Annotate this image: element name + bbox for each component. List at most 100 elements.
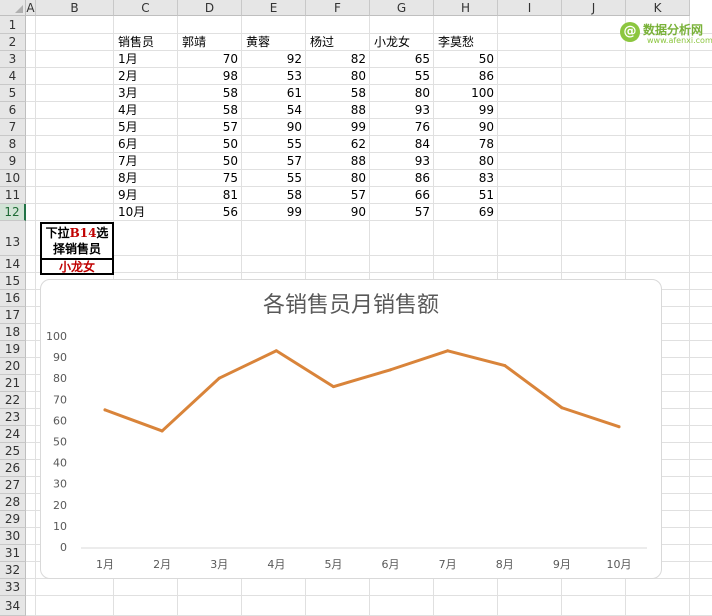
row-header-18[interactable]: 18 (0, 324, 26, 341)
row-header-29[interactable]: 29 (0, 511, 26, 528)
row-header-22[interactable]: 22 (0, 392, 26, 409)
sales-value-cell[interactable]: 70 (222, 52, 238, 66)
sales-value-cell[interactable]: 61 (286, 86, 302, 100)
sales-value-cell[interactable]: 83 (478, 171, 494, 185)
row-header-3[interactable]: 3 (0, 51, 26, 68)
month-cell[interactable]: 5月 (118, 120, 138, 134)
sales-value-cell[interactable]: 56 (222, 205, 238, 219)
column-header-i[interactable]: I (498, 0, 562, 16)
row-header-5[interactable]: 5 (0, 85, 26, 102)
row-header-23[interactable]: 23 (0, 409, 26, 426)
sales-value-cell[interactable]: 65 (414, 52, 430, 66)
row-header-13[interactable]: 13 (0, 221, 26, 256)
header-cell-name[interactable]: 小龙女 (374, 35, 411, 49)
row-header-20[interactable]: 20 (0, 358, 26, 375)
row-header-2[interactable]: 2 (0, 34, 26, 51)
sales-value-cell[interactable]: 93 (414, 154, 430, 168)
column-header-f[interactable]: F (306, 0, 370, 16)
row-header-15[interactable]: 15 (0, 273, 26, 290)
sales-value-cell[interactable]: 99 (286, 205, 302, 219)
month-cell[interactable]: 4月 (118, 103, 138, 117)
sales-value-cell[interactable]: 98 (222, 69, 238, 83)
sales-value-cell[interactable]: 58 (222, 103, 238, 117)
row-header-9[interactable]: 9 (0, 153, 26, 170)
month-cell[interactable]: 1月 (118, 52, 138, 66)
header-cell-name[interactable]: 李莫愁 (438, 35, 475, 49)
column-header-h[interactable]: H (434, 0, 498, 16)
row-header-14[interactable]: 14 (0, 256, 26, 273)
month-cell[interactable]: 10月 (118, 205, 146, 219)
sales-value-cell[interactable]: 69 (478, 205, 494, 219)
row-header-7[interactable]: 7 (0, 119, 26, 136)
sales-value-cell[interactable]: 55 (286, 137, 302, 151)
sales-value-cell[interactable]: 53 (286, 69, 302, 83)
month-cell[interactable]: 8月 (118, 171, 138, 185)
sales-value-cell[interactable]: 50 (222, 154, 238, 168)
sales-value-cell[interactable]: 78 (478, 137, 494, 151)
sales-value-cell[interactable]: 100 (471, 86, 494, 100)
row-header-30[interactable]: 30 (0, 528, 26, 545)
sales-value-cell[interactable]: 57 (350, 188, 366, 202)
sales-value-cell[interactable]: 50 (478, 52, 494, 66)
sales-value-cell[interactable]: 86 (414, 171, 430, 185)
row-header-32[interactable]: 32 (0, 562, 26, 579)
row-header-17[interactable]: 17 (0, 307, 26, 324)
row-header-4[interactable]: 4 (0, 68, 26, 85)
sales-value-cell[interactable]: 80 (350, 171, 366, 185)
column-header-e[interactable]: E (242, 0, 306, 16)
sales-value-cell[interactable]: 75 (222, 171, 238, 185)
sales-value-cell[interactable]: 80 (478, 154, 494, 168)
row-header-27[interactable]: 27 (0, 477, 26, 494)
row-header-12[interactable]: 12 (0, 204, 26, 221)
header-cell-name[interactable]: 杨过 (310, 35, 335, 49)
sales-value-cell[interactable]: 55 (414, 69, 430, 83)
sales-value-cell[interactable]: 99 (350, 120, 366, 134)
sales-value-cell[interactable]: 88 (350, 103, 366, 117)
column-header-g[interactable]: G (370, 0, 434, 16)
sales-value-cell[interactable]: 93 (414, 103, 430, 117)
sales-value-cell[interactable]: 92 (286, 52, 302, 66)
sales-value-cell[interactable]: 86 (478, 69, 494, 83)
salesperson-dropdown-cell[interactable]: 小龙女 (58, 260, 95, 274)
row-header-11[interactable]: 11 (0, 187, 26, 204)
sales-value-cell[interactable]: 58 (222, 86, 238, 100)
sales-value-cell[interactable]: 57 (222, 120, 238, 134)
row-header-1[interactable]: 1 (0, 16, 26, 34)
sales-value-cell[interactable]: 99 (478, 103, 494, 117)
column-header-j[interactable]: J (562, 0, 626, 16)
sales-value-cell[interactable]: 51 (478, 188, 494, 202)
sales-value-cell[interactable]: 54 (286, 103, 302, 117)
row-header-34[interactable]: 34 (0, 596, 26, 616)
month-cell[interactable]: 9月 (118, 188, 138, 202)
sales-value-cell[interactable]: 62 (350, 137, 366, 151)
row-header-25[interactable]: 25 (0, 443, 26, 460)
sales-value-cell[interactable]: 76 (414, 120, 430, 134)
column-header-c[interactable]: C (114, 0, 178, 16)
month-cell[interactable]: 6月 (118, 137, 138, 151)
sales-value-cell[interactable]: 90 (286, 120, 302, 134)
column-header-b[interactable]: B (36, 0, 114, 16)
sales-value-cell[interactable]: 57 (414, 205, 430, 219)
column-header-k[interactable]: K (626, 0, 690, 16)
sales-value-cell[interactable]: 58 (350, 86, 366, 100)
sales-value-cell[interactable]: 90 (350, 205, 366, 219)
sales-value-cell[interactable]: 55 (286, 171, 302, 185)
month-cell[interactable]: 2月 (118, 69, 138, 83)
row-header-10[interactable]: 10 (0, 170, 26, 187)
header-cell-salesperson[interactable]: 销售员 (118, 35, 155, 49)
header-cell-name[interactable]: 黄蓉 (246, 35, 271, 49)
row-header-24[interactable]: 24 (0, 426, 26, 443)
select-all-corner[interactable] (0, 0, 26, 16)
row-header-33[interactable]: 33 (0, 579, 26, 596)
row-header-21[interactable]: 21 (0, 375, 26, 392)
month-cell[interactable]: 3月 (118, 86, 138, 100)
row-header-16[interactable]: 16 (0, 290, 26, 307)
sales-value-cell[interactable]: 58 (286, 188, 302, 202)
row-header-19[interactable]: 19 (0, 341, 26, 358)
column-header-d[interactable]: D (178, 0, 242, 16)
row-header-31[interactable]: 31 (0, 545, 26, 562)
sales-value-cell[interactable]: 66 (414, 188, 430, 202)
sales-value-cell[interactable]: 82 (350, 52, 366, 66)
sales-value-cell[interactable]: 50 (222, 137, 238, 151)
sales-line-chart[interactable]: 各销售员月销售额 0 10 20 30 40 50 60 70 80 90 100 1月 2月 3月 4月 5月… (40, 279, 662, 579)
